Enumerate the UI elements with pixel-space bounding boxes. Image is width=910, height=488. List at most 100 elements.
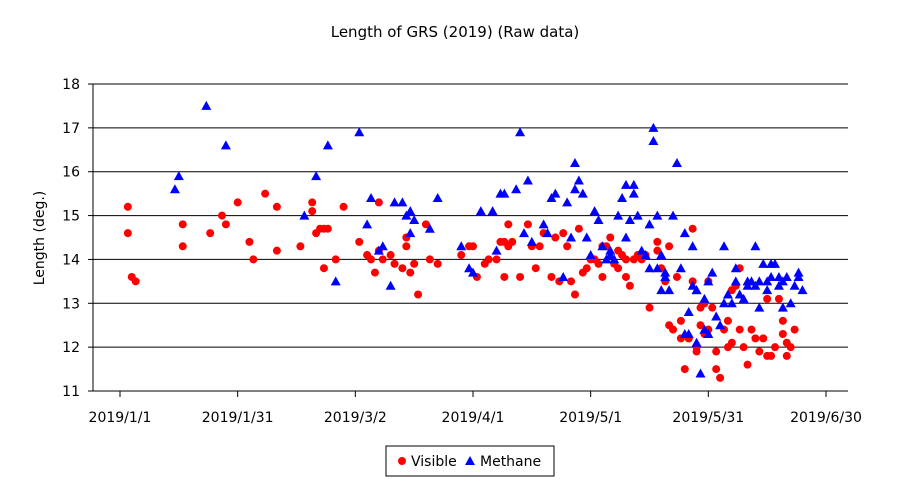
data-point-methane xyxy=(362,219,373,229)
data-point-visible xyxy=(492,255,501,264)
data-point-methane xyxy=(777,302,788,312)
data-point-methane xyxy=(691,285,702,295)
data-point-visible xyxy=(414,290,423,299)
data-point-visible xyxy=(245,237,254,246)
data-point-methane xyxy=(311,171,322,181)
data-point-methane xyxy=(648,122,659,132)
data-point-visible xyxy=(206,229,215,238)
grid-lines xyxy=(93,83,848,348)
data-point-methane xyxy=(699,293,710,303)
data-point-methane xyxy=(569,184,580,194)
data-point-methane xyxy=(668,210,679,220)
data-point-visible xyxy=(739,343,748,352)
data-point-methane xyxy=(691,337,702,347)
x-tick-label: 2019/3/2 xyxy=(324,410,387,426)
data-point-methane xyxy=(687,280,698,290)
data-point-methane xyxy=(589,206,600,216)
data-point-methane xyxy=(593,214,604,224)
data-point-visible xyxy=(370,268,379,277)
x-tick-label: 2019/4/1 xyxy=(442,410,505,426)
data-point-visible xyxy=(469,242,477,251)
data-point-visible xyxy=(712,347,721,356)
y-tick-label: 13 xyxy=(62,296,80,312)
data-point-visible xyxy=(763,351,772,360)
data-point-visible xyxy=(421,220,430,229)
data-point-visible xyxy=(563,242,572,251)
data-point-methane xyxy=(719,241,730,251)
data-point-methane xyxy=(562,197,573,207)
data-point-methane xyxy=(405,228,416,238)
legend-marker-visible xyxy=(398,457,406,465)
data-point-visible xyxy=(355,237,364,246)
data-point-methane xyxy=(750,241,761,251)
data-point-methane xyxy=(389,197,400,207)
data-point-methane xyxy=(644,219,655,229)
data-point-visible xyxy=(535,242,544,251)
data-point-visible xyxy=(367,255,376,264)
data-point-visible xyxy=(508,237,517,246)
series-visible xyxy=(123,189,799,382)
y-tick-label: 18 xyxy=(62,77,80,93)
data-point-visible xyxy=(771,343,780,352)
data-point-visible xyxy=(516,272,525,281)
data-point-visible xyxy=(727,286,736,295)
data-point-methane xyxy=(581,232,592,242)
data-point-methane xyxy=(405,206,416,216)
data-point-visible xyxy=(786,343,795,352)
data-point-methane xyxy=(299,210,310,220)
data-point-methane xyxy=(664,285,675,295)
data-point-methane xyxy=(652,263,663,273)
data-point-methane xyxy=(703,276,714,286)
data-point-methane xyxy=(538,219,549,229)
data-point-visible xyxy=(178,220,187,229)
data-point-methane xyxy=(687,241,698,251)
data-point-methane xyxy=(366,193,377,203)
data-point-visible xyxy=(233,198,242,207)
data-point-methane xyxy=(511,184,522,194)
data-point-visible xyxy=(531,264,540,273)
data-point-methane xyxy=(573,175,584,185)
data-point-visible xyxy=(621,272,630,281)
data-point-methane xyxy=(464,263,475,273)
data-point-methane xyxy=(652,210,663,220)
data-point-visible xyxy=(547,272,556,281)
data-point-methane xyxy=(613,210,624,220)
data-point-methane xyxy=(397,197,408,207)
y-axis-label: Length (deg.) xyxy=(32,191,48,286)
data-point-methane xyxy=(173,171,184,181)
data-point-methane xyxy=(550,188,561,198)
chart-title: Length of GRS (2019) (Raw data) xyxy=(331,23,580,41)
data-point-visible xyxy=(178,242,187,251)
data-point-visible xyxy=(272,246,281,255)
data-point-visible xyxy=(249,255,258,264)
data-point-visible xyxy=(574,224,583,233)
data-point-methane xyxy=(762,285,773,295)
data-point-methane xyxy=(609,254,620,264)
data-point-visible xyxy=(782,351,791,360)
data-point-visible xyxy=(378,255,387,264)
data-point-methane xyxy=(656,285,667,295)
data-point-visible xyxy=(680,365,689,374)
data-point-visible xyxy=(261,189,270,198)
data-point-visible xyxy=(614,264,623,273)
data-point-visible xyxy=(751,334,760,343)
data-point-methane xyxy=(754,302,765,312)
data-point-visible xyxy=(594,259,603,268)
data-point-methane xyxy=(569,157,580,167)
data-point-methane xyxy=(785,298,796,308)
x-tick-label: 2019/1/31 xyxy=(202,410,274,426)
data-point-methane xyxy=(624,214,635,224)
data-point-visible xyxy=(457,251,466,260)
data-point-methane xyxy=(660,271,671,281)
data-point-methane xyxy=(605,245,616,255)
data-point-methane xyxy=(719,298,730,308)
data-point-visible xyxy=(735,325,744,334)
data-point-visible xyxy=(743,360,752,369)
data-point-visible xyxy=(672,272,681,281)
data-point-visible xyxy=(567,277,576,286)
data-point-methane xyxy=(201,100,212,110)
data-point-visible xyxy=(747,325,756,334)
data-point-methane xyxy=(707,267,718,277)
data-point-methane xyxy=(711,311,722,321)
